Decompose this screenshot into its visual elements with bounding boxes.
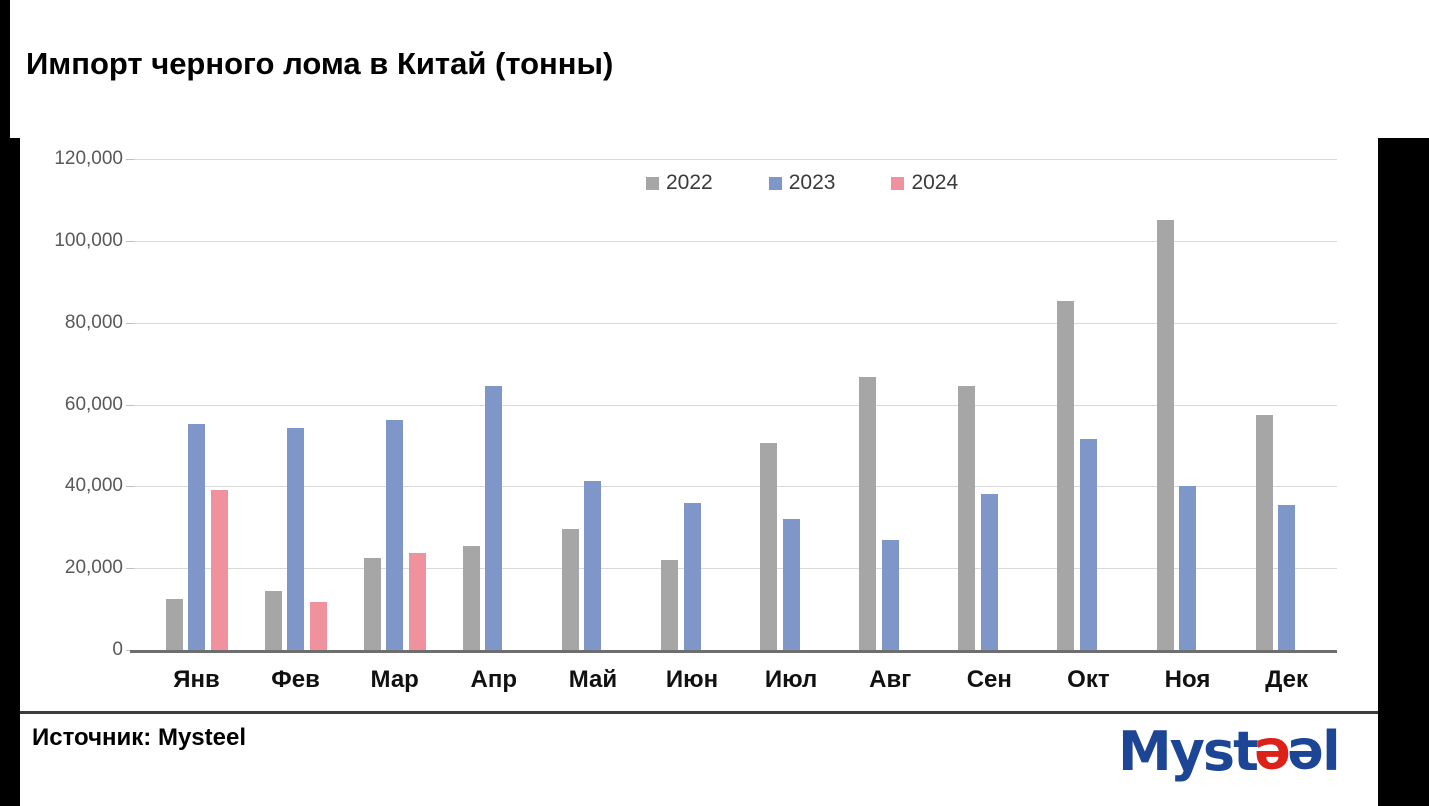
y-tick <box>126 159 134 160</box>
x-axis-label-Июл: Июл <box>764 666 818 693</box>
legend-label: 2023 <box>788 171 836 194</box>
logo-letter-e-red: e <box>1255 725 1291 789</box>
bar-2023-Апр <box>485 386 503 650</box>
legend-swatch-icon <box>891 176 905 190</box>
x-axis-label-Июн: Июн <box>665 666 719 693</box>
bar-2023-Мар <box>386 419 404 650</box>
gridline-80000 <box>130 322 1337 324</box>
chart-title: Импорт черного лома в Китай (тонны) <box>26 46 614 81</box>
x-axis-line <box>130 650 1337 653</box>
y-tick <box>126 240 134 242</box>
legend-label: 2024 <box>911 171 959 194</box>
bar-2022-Янв <box>165 598 183 650</box>
y-axis-label: 0 <box>112 639 123 660</box>
x-axis-label-Ноя: Ноя <box>1164 666 1211 693</box>
y-tick <box>126 486 134 488</box>
bar-2023-Сен <box>980 493 998 650</box>
x-axis-label-Апр: Апр <box>470 666 518 693</box>
x-axis-label-Сен: Сен <box>966 666 1012 693</box>
bar-2022-Авг <box>859 377 877 650</box>
y-tick <box>126 568 134 570</box>
bar-2023-Июн <box>683 502 701 650</box>
legend-swatch-icon <box>646 176 659 190</box>
legend-label: 2022 <box>666 171 713 194</box>
bar-2022-Ноя <box>1156 220 1174 650</box>
x-axis-label-Янв: Янв <box>173 666 220 693</box>
bar-2022-Дек <box>1255 415 1273 650</box>
bar-2023-Ноя <box>1179 485 1196 650</box>
bar-2023-Окт <box>1079 439 1097 650</box>
gridline-40000 <box>130 486 1337 488</box>
y-tick <box>126 404 134 406</box>
logo-text-myst: Myst <box>1118 720 1259 783</box>
x-axis-label-Май: Май <box>568 666 618 693</box>
bar-2022-Фев <box>264 591 282 650</box>
chart-legend: 2022 2023 2024 <box>646 171 958 195</box>
bar-2024-Мар <box>408 552 426 650</box>
bar-2023-Янв <box>188 423 205 650</box>
y-axis-label: 20,000 <box>64 557 123 579</box>
y-tick <box>126 322 134 324</box>
gridline-60000 <box>130 404 1337 406</box>
legend-swatch-icon <box>768 176 782 190</box>
bar-2022-Окт <box>1057 300 1075 650</box>
gridline-120000 <box>130 159 1337 160</box>
x-axis-label-Окт: Окт <box>1067 666 1110 693</box>
gridline-100000 <box>130 240 1337 242</box>
bar-2023-Июл <box>782 519 800 650</box>
logo-letter-e-blue: e <box>1288 725 1324 789</box>
y-axis-label: 120,000 <box>54 148 123 169</box>
slide-border-left-top <box>0 0 10 138</box>
y-axis-label: 100,000 <box>54 229 123 251</box>
bar-2022-Мар <box>363 557 381 650</box>
bar-2022-Июл <box>760 442 778 650</box>
x-axis-label-Дек: Дек <box>1265 666 1308 693</box>
bar-2023-Фев <box>287 428 305 650</box>
legend-item-2024: 2024 <box>891 171 958 195</box>
bar-2024-Янв <box>210 489 228 650</box>
bar-2022-Июн <box>661 559 678 650</box>
footer-separator <box>20 711 1378 714</box>
y-axis-label: 60,000 <box>64 393 123 415</box>
x-axis-label-Авг: Авг <box>869 666 912 693</box>
gridline-20000 <box>130 568 1337 570</box>
legend-item-2022: 2022 <box>646 171 713 195</box>
bar-2024-Фев <box>309 601 327 650</box>
y-axis-label: 80,000 <box>64 311 123 333</box>
bar-2023-Дек <box>1278 505 1296 650</box>
bar-2022-Май <box>561 529 579 650</box>
bar-2023-Май <box>584 480 602 650</box>
bar-2022-Сен <box>958 385 976 650</box>
logo-text-l: l <box>1322 720 1340 783</box>
y-axis-label: 40,000 <box>64 475 123 497</box>
slide-border-left <box>0 138 20 806</box>
slide-border-right <box>1378 138 1429 806</box>
x-axis-label-Фев: Фев <box>271 666 320 693</box>
x-axis-label-Мар: Мар <box>370 666 419 693</box>
mysteel-logo: Mysteel <box>1118 720 1341 789</box>
bar-2023-Авг <box>881 539 899 650</box>
bar-2022-Апр <box>462 546 480 650</box>
legend-item-2023: 2023 <box>768 171 836 195</box>
source-text: Источник: Mysteel <box>32 724 246 751</box>
